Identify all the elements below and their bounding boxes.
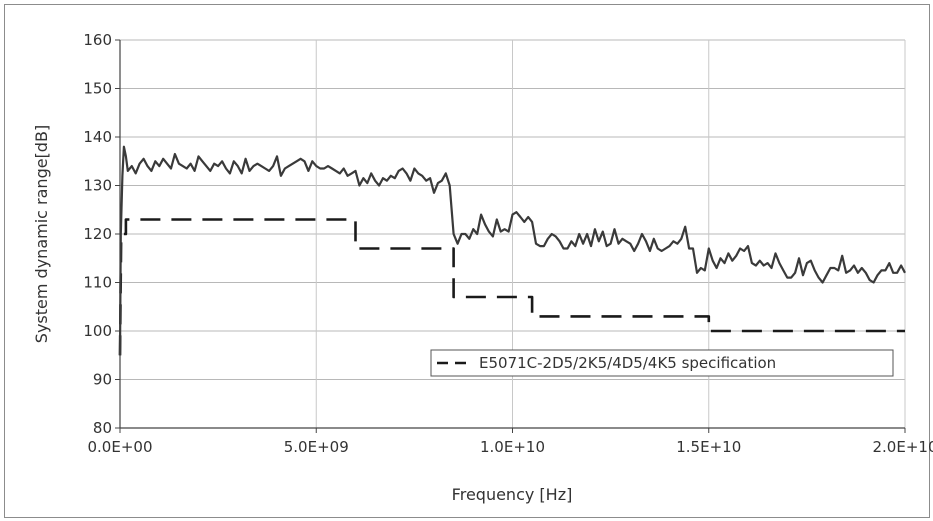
y-tick-label: 100 xyxy=(83,322,112,340)
x-tick-label: 5.0E+09 xyxy=(284,438,349,456)
legend-box xyxy=(430,349,894,377)
x-tick-label: 2.0E+10 xyxy=(873,438,933,456)
y-tick-label: 150 xyxy=(83,80,112,98)
tick-labels: 80 90 100 110 120 130 140 150 160 0.0E+00 5.0E+09 1… xyxy=(83,31,933,456)
y-tick-label: 120 xyxy=(83,225,112,243)
y-tick-label: 130 xyxy=(83,177,112,195)
series-line-specification xyxy=(118,218,905,356)
y-tick-label: 140 xyxy=(83,128,112,146)
y-tick-label: 160 xyxy=(83,31,112,49)
y-tick-label: 110 xyxy=(83,274,112,292)
legend: E5071C-2D5/2K5/4D5/4K5 specification xyxy=(430,349,894,377)
series-layer xyxy=(118,145,906,356)
y-axis-title: System dynamic range[dB] xyxy=(32,125,51,343)
series-line-measured xyxy=(118,145,906,356)
y-tick-label: 90 xyxy=(93,371,112,389)
x-axis-title: Frequency [Hz] xyxy=(452,485,573,504)
grid xyxy=(120,39,906,428)
x-tick-label: 0.0E+00 xyxy=(88,438,153,456)
legend-label-specification: E5071C-2D5/2K5/4D5/4K5 specification xyxy=(479,354,776,372)
x-tick-label: 1.5E+10 xyxy=(676,438,741,456)
y-tick-label: 80 xyxy=(93,419,112,437)
x-tick-label: 1.0E+10 xyxy=(480,438,545,456)
